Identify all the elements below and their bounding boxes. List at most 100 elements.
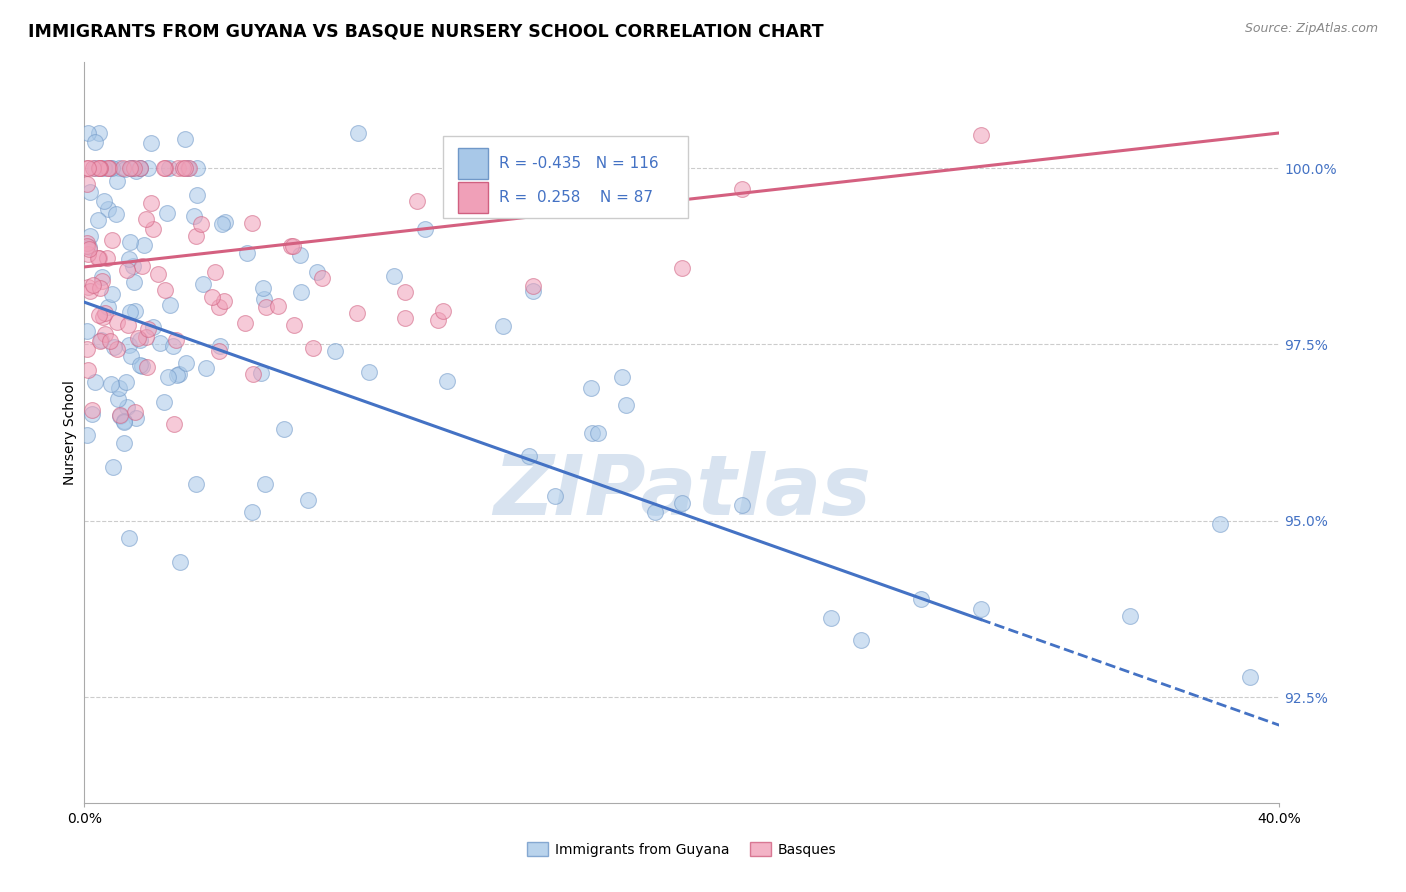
Point bbox=[731, 182, 754, 196]
Point bbox=[107, 392, 129, 406]
FancyBboxPatch shape bbox=[458, 147, 488, 178]
Point bbox=[544, 489, 567, 503]
Point bbox=[121, 260, 143, 274]
Point bbox=[79, 240, 101, 254]
Point bbox=[157, 370, 180, 384]
Point bbox=[76, 324, 98, 338]
Point bbox=[76, 428, 98, 442]
Point bbox=[186, 187, 208, 202]
Point bbox=[394, 285, 416, 300]
Point bbox=[125, 410, 148, 425]
Point bbox=[517, 449, 540, 463]
Point bbox=[214, 215, 236, 229]
Point bbox=[122, 161, 145, 176]
Point bbox=[267, 300, 290, 314]
Point bbox=[820, 611, 842, 625]
Point bbox=[114, 162, 136, 177]
Point bbox=[153, 161, 176, 176]
Point bbox=[76, 177, 98, 191]
Point bbox=[77, 161, 100, 176]
Point bbox=[250, 366, 273, 380]
Point bbox=[127, 331, 149, 345]
FancyBboxPatch shape bbox=[458, 182, 488, 213]
Point bbox=[84, 375, 107, 389]
Point bbox=[153, 161, 176, 176]
Point bbox=[86, 251, 108, 265]
Point bbox=[252, 281, 274, 295]
Point bbox=[97, 301, 120, 315]
Point bbox=[128, 161, 150, 176]
Point bbox=[910, 591, 932, 606]
Point bbox=[93, 194, 115, 208]
Point bbox=[288, 248, 311, 262]
Point bbox=[579, 381, 602, 395]
Point bbox=[236, 246, 259, 260]
FancyBboxPatch shape bbox=[443, 136, 688, 218]
Point bbox=[157, 161, 180, 176]
Point bbox=[76, 239, 98, 253]
Point bbox=[89, 161, 111, 176]
Point bbox=[155, 283, 177, 297]
Point bbox=[522, 279, 544, 293]
Text: R = -0.435   N = 116: R = -0.435 N = 116 bbox=[499, 155, 658, 170]
Point bbox=[301, 341, 323, 355]
Point bbox=[177, 161, 200, 176]
Point bbox=[90, 274, 112, 288]
Point bbox=[970, 601, 993, 615]
Point bbox=[644, 505, 666, 519]
Point bbox=[76, 247, 98, 261]
Point bbox=[94, 306, 117, 320]
Point bbox=[76, 235, 98, 250]
Point bbox=[1209, 516, 1232, 531]
Point bbox=[80, 407, 103, 421]
Point bbox=[82, 161, 104, 176]
Point bbox=[184, 477, 207, 491]
Point bbox=[311, 270, 333, 285]
Point bbox=[135, 360, 157, 375]
Point bbox=[491, 319, 513, 334]
Point bbox=[124, 304, 146, 318]
Point bbox=[91, 269, 114, 284]
Point bbox=[117, 318, 139, 332]
Point bbox=[297, 493, 319, 508]
Point bbox=[79, 229, 101, 244]
Point bbox=[153, 395, 176, 409]
Point bbox=[135, 330, 157, 344]
Point bbox=[98, 161, 121, 176]
Point bbox=[193, 277, 215, 292]
Point bbox=[118, 252, 141, 266]
Point bbox=[131, 260, 153, 274]
Point bbox=[190, 218, 212, 232]
Point bbox=[118, 338, 141, 352]
Point bbox=[211, 217, 233, 231]
Point bbox=[177, 161, 200, 176]
Point bbox=[82, 402, 104, 417]
Point bbox=[98, 161, 121, 176]
Point bbox=[283, 318, 305, 332]
Point bbox=[162, 339, 184, 353]
Point bbox=[283, 238, 305, 252]
Point bbox=[112, 414, 135, 428]
Point bbox=[290, 285, 312, 300]
Point bbox=[671, 496, 693, 510]
Point bbox=[612, 370, 634, 384]
Point bbox=[105, 343, 128, 357]
Text: Source: ZipAtlas.com: Source: ZipAtlas.com bbox=[1244, 22, 1378, 36]
Text: R =  0.258    N = 87: R = 0.258 N = 87 bbox=[499, 190, 652, 205]
Point bbox=[122, 275, 145, 289]
Point bbox=[136, 322, 159, 336]
Point bbox=[174, 356, 197, 370]
Point bbox=[104, 207, 127, 221]
Point bbox=[89, 334, 111, 348]
Point bbox=[97, 202, 120, 216]
Point bbox=[427, 312, 450, 326]
Point bbox=[82, 278, 104, 293]
Point bbox=[101, 233, 124, 247]
Point bbox=[432, 303, 454, 318]
Point bbox=[121, 349, 143, 363]
Point bbox=[120, 305, 142, 319]
Point bbox=[141, 136, 163, 150]
Point bbox=[103, 340, 125, 354]
Point bbox=[128, 334, 150, 348]
Point bbox=[89, 161, 111, 176]
